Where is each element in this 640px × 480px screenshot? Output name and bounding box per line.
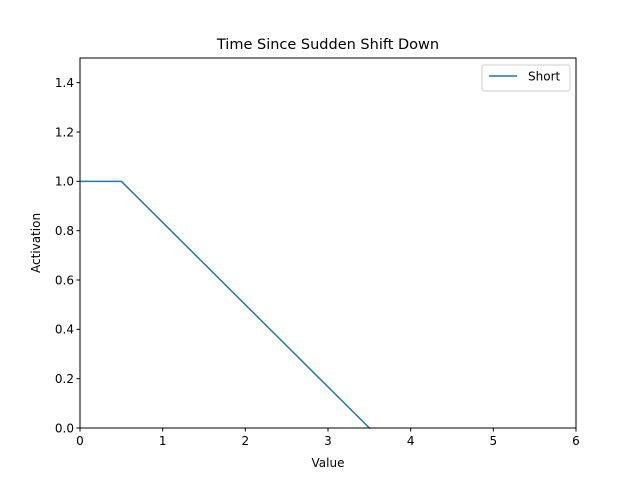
x-tick-label: 6 bbox=[572, 434, 580, 448]
x-axis: 0 1 2 3 4 5 6 bbox=[76, 428, 580, 448]
x-tick-label: 5 bbox=[490, 434, 498, 448]
y-tick-label: 0.2 bbox=[55, 372, 74, 386]
chart-title: Time Since Sudden Shift Down bbox=[216, 37, 439, 53]
x-tick-label: 4 bbox=[407, 434, 415, 448]
y-tick-label: 0.4 bbox=[55, 323, 74, 337]
legend: Short bbox=[481, 64, 571, 92]
series-layer bbox=[79, 180, 371, 430]
y-tick-label: 0.6 bbox=[55, 273, 74, 287]
y-axis: 0.0 0.2 0.4 0.6 0.8 1.0 1.2 1.4 bbox=[55, 76, 80, 435]
y-axis-label: Activation bbox=[29, 213, 43, 273]
legend-label-short: Short bbox=[528, 70, 560, 84]
y-tick-label: 0.0 bbox=[55, 421, 74, 435]
axes-frame bbox=[79, 57, 577, 429]
y-tick-label: 1.2 bbox=[55, 125, 74, 139]
x-tick-label: 3 bbox=[324, 434, 332, 448]
y-tick-label: 0.8 bbox=[55, 224, 74, 238]
x-tick-label: 0 bbox=[76, 434, 84, 448]
y-tick-label: 1.4 bbox=[55, 76, 74, 90]
x-tick-label: 2 bbox=[242, 434, 250, 448]
y-tick-label: 1.0 bbox=[55, 175, 74, 189]
series-line-short bbox=[79, 180, 371, 430]
legend-box bbox=[481, 64, 571, 92]
x-tick-label: 1 bbox=[159, 434, 167, 448]
x-axis-label: Value bbox=[312, 456, 345, 470]
